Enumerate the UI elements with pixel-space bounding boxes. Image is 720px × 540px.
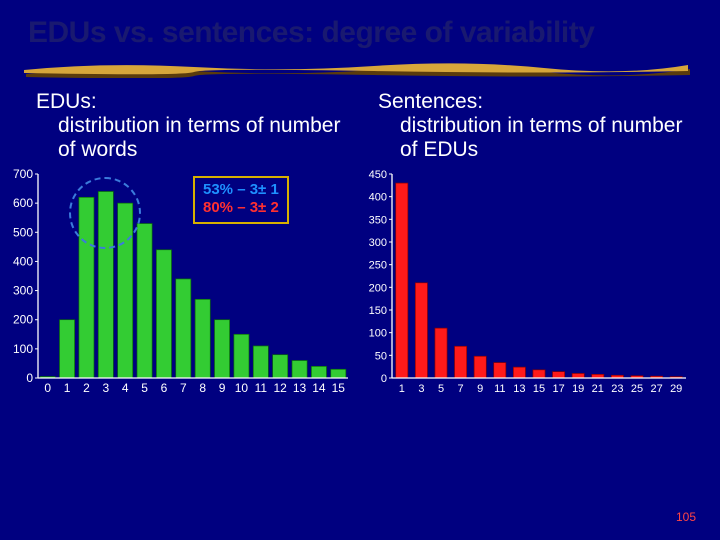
stats-callout: 53% – 3± 1 80% – 3± 2 — [193, 176, 289, 225]
svg-text:600: 600 — [13, 196, 33, 210]
svg-text:500: 500 — [13, 225, 33, 239]
edus-bar-chart: 0100200300400500600700012345678910111213… — [4, 168, 352, 400]
highlight-ring-icon — [69, 177, 141, 249]
svg-text:5: 5 — [141, 381, 148, 395]
svg-text:14: 14 — [312, 381, 326, 395]
svg-text:150: 150 — [369, 305, 387, 317]
svg-text:2: 2 — [83, 381, 90, 395]
svg-text:10: 10 — [235, 381, 249, 395]
svg-text:250: 250 — [369, 259, 387, 271]
svg-text:100: 100 — [369, 327, 387, 339]
svg-text:100: 100 — [13, 341, 33, 355]
svg-text:200: 200 — [13, 312, 33, 326]
svg-text:200: 200 — [369, 282, 387, 294]
svg-text:4: 4 — [122, 381, 129, 395]
svg-text:450: 450 — [369, 169, 387, 181]
svg-text:350: 350 — [369, 214, 387, 226]
svg-text:15: 15 — [332, 381, 346, 395]
page-number: 105 — [676, 510, 696, 524]
svg-text:400: 400 — [13, 254, 33, 268]
decorative-underline — [24, 60, 696, 76]
subtitle-edus: EDUs: distribution in terms of number of… — [36, 90, 350, 162]
svg-text:9: 9 — [219, 381, 226, 395]
svg-text:11: 11 — [494, 383, 505, 395]
charts-row: 0100200300400500600700012345678910111213… — [0, 168, 720, 400]
svg-text:25: 25 — [631, 383, 643, 395]
svg-text:13: 13 — [513, 383, 525, 395]
svg-text:17: 17 — [552, 383, 564, 395]
callout-line-1: 53% – 3± 1 — [203, 181, 279, 200]
svg-text:300: 300 — [13, 283, 33, 297]
svg-text:300: 300 — [369, 237, 387, 249]
svg-text:9: 9 — [477, 383, 483, 395]
subtitle-sentences-head: Sentences: — [378, 90, 483, 113]
svg-text:0: 0 — [44, 381, 51, 395]
svg-text:13: 13 — [293, 381, 307, 395]
svg-text:1: 1 — [64, 381, 71, 395]
subtitle-edus-head: EDUs: — [36, 90, 97, 113]
svg-text:21: 21 — [592, 383, 604, 395]
svg-text:3: 3 — [418, 383, 424, 395]
svg-text:19: 19 — [572, 383, 584, 395]
subtitles-row: EDUs: distribution in terms of number of… — [0, 76, 720, 168]
subtitle-sentences: Sentences: distribution in terms of numb… — [378, 90, 692, 162]
title-block: EDUs vs. sentences: degree of variabilit… — [0, 0, 720, 54]
svg-text:15: 15 — [533, 383, 545, 395]
svg-text:8: 8 — [199, 381, 206, 395]
svg-text:29: 29 — [670, 383, 682, 395]
svg-text:400: 400 — [369, 191, 387, 203]
svg-text:23: 23 — [611, 383, 623, 395]
svg-text:11: 11 — [255, 381, 268, 395]
svg-text:0: 0 — [26, 371, 33, 385]
subtitle-sentences-body: distribution in terms of number of EDUs — [378, 114, 692, 162]
svg-text:50: 50 — [375, 350, 387, 362]
callout-line-2: 80% – 3± 2 — [203, 199, 279, 218]
svg-text:3: 3 — [102, 381, 109, 395]
svg-text:6: 6 — [161, 381, 168, 395]
svg-text:700: 700 — [13, 168, 33, 181]
svg-text:27: 27 — [650, 383, 662, 395]
sentences-bar-chart: 0501001502002503003504004501357911131517… — [360, 168, 690, 400]
svg-text:12: 12 — [274, 381, 288, 395]
svg-text:1: 1 — [399, 383, 405, 395]
svg-text:0: 0 — [381, 373, 387, 385]
page-title: EDUs vs. sentences: degree of variabilit… — [28, 16, 692, 50]
brush-underline-icon — [24, 60, 692, 78]
svg-text:7: 7 — [458, 383, 464, 395]
svg-text:5: 5 — [438, 383, 444, 395]
svg-text:7: 7 — [180, 381, 187, 395]
subtitle-edus-body: distribution in terms of number of words — [36, 114, 350, 162]
